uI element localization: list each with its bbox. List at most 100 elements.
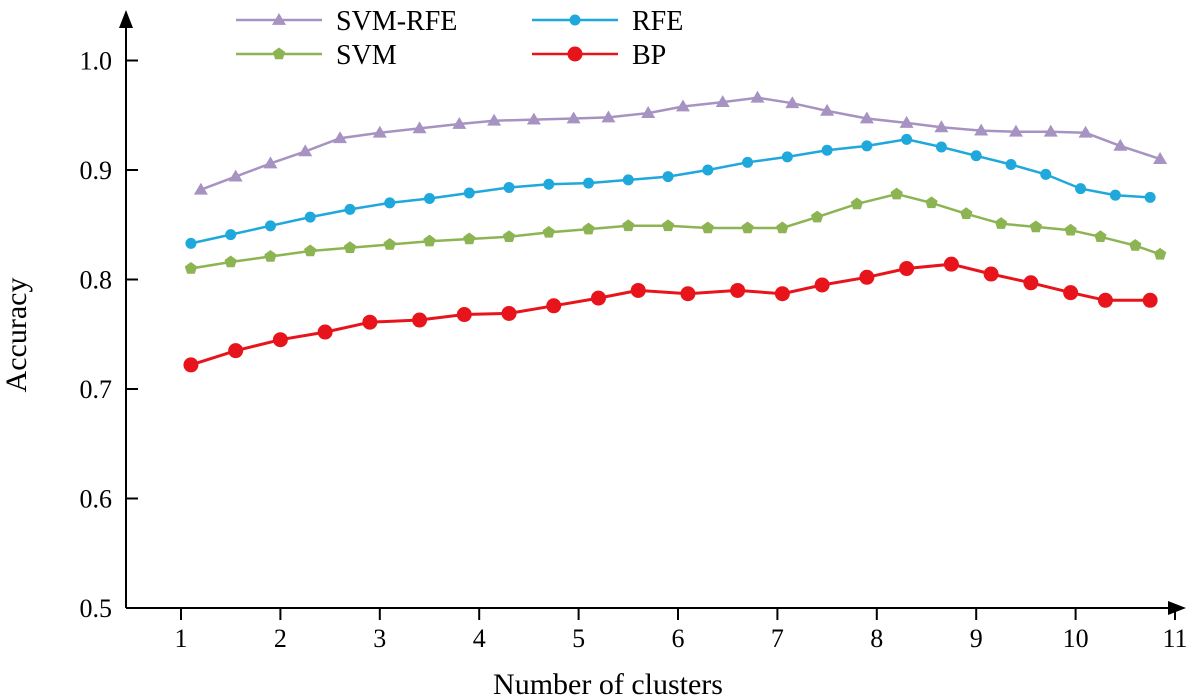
point-svm-rfe: [750, 90, 765, 103]
legend-label: RFE: [632, 6, 683, 37]
series-line-svm-rfe: [200, 96, 1161, 191]
point-rfe: [225, 229, 237, 241]
x-tick-label: 9: [970, 624, 983, 653]
point-rfe: [662, 171, 674, 183]
point-rfe: [935, 141, 947, 153]
point-rfe: [344, 203, 356, 215]
point-svm: [502, 230, 516, 243]
legend-marker: [569, 14, 581, 26]
point-rfe: [264, 220, 276, 232]
point-rfe: [503, 182, 515, 194]
point-svm-rfe: [1113, 138, 1128, 151]
point-bp: [983, 266, 999, 282]
point-svm-rfe: [487, 113, 502, 126]
series-svm-rfe: [193, 90, 1168, 195]
point-svm-rfe: [263, 156, 278, 169]
point-svm: [1094, 230, 1107, 243]
legend-marker: [272, 13, 286, 25]
point-svm-rfe: [1153, 152, 1168, 164]
legend-item-svm-rfe: SVM-RFE: [236, 6, 457, 37]
point-bp: [183, 357, 199, 373]
series-line-bp: [190, 262, 1151, 367]
point-rfe: [781, 151, 793, 163]
point-svm-rfe: [934, 120, 949, 133]
series-bp: [183, 256, 1158, 373]
point-bp: [456, 307, 472, 323]
series-line-svm: [190, 192, 1161, 270]
x-tick-label: 1: [175, 624, 188, 653]
point-bp: [362, 314, 378, 330]
point-bp: [1142, 292, 1158, 308]
point-svm-rfe: [675, 99, 690, 112]
x-tick-label: 5: [572, 624, 585, 653]
point-rfe: [384, 197, 396, 209]
point-svm-rfe: [412, 121, 427, 134]
series-layer: [183, 90, 1168, 373]
point-bp: [546, 298, 562, 314]
point-bp: [412, 312, 428, 328]
y-axis-title: Accuracy: [0, 278, 33, 393]
point-rfe: [543, 178, 555, 190]
point-svm: [1153, 247, 1167, 260]
legend-marker: [272, 47, 286, 60]
point-bp: [1023, 275, 1039, 291]
point-svm-rfe: [1078, 125, 1093, 138]
x-axis-arrow: [1168, 601, 1186, 615]
point-svm: [661, 219, 675, 232]
point-svm-rfe: [820, 103, 835, 116]
point-svm: [810, 210, 824, 223]
point-svm: [994, 217, 1008, 229]
point-svm: [343, 241, 357, 253]
y-ticks: 0.5 0.6 0.7 0.8 0.9 1.0: [80, 47, 138, 623]
y-tick-label: 0.5: [80, 594, 113, 623]
x-axis-title: Number of clusters: [493, 668, 723, 699]
point-svm: [1064, 223, 1077, 236]
point-svm: [423, 234, 436, 247]
x-tick-label: 4: [473, 624, 486, 653]
series-line-rfe: [190, 138, 1151, 245]
point-bp: [814, 277, 830, 293]
x-tick-label: 7: [771, 624, 784, 653]
point-bp: [774, 286, 790, 302]
legend-label: BP: [632, 40, 666, 71]
point-svm: [960, 207, 973, 220]
y-tick-label: 0.9: [80, 156, 113, 185]
point-svm-rfe: [452, 117, 467, 129]
legend-label: SVM-RFE: [336, 6, 457, 37]
point-bp: [630, 282, 646, 298]
x-tick-label: 2: [274, 624, 287, 653]
point-svm-rfe: [298, 144, 313, 157]
point-svm: [701, 221, 714, 234]
point-bp: [1097, 292, 1113, 308]
point-bp: [317, 324, 333, 340]
point-bp: [590, 290, 606, 306]
point-svm-rfe: [228, 169, 243, 182]
point-svm: [542, 225, 555, 238]
point-svm: [850, 197, 864, 210]
series-svm: [184, 187, 1167, 274]
point-svm-rfe: [333, 131, 348, 144]
point-svm: [741, 221, 754, 234]
point-bp: [680, 286, 696, 302]
point-svm-rfe: [641, 106, 656, 118]
point-rfe: [1075, 183, 1087, 195]
point-svm: [184, 262, 198, 274]
point-svm-rfe: [974, 123, 989, 136]
x-ticks: 1 2 3 4 5 6 7 8 9 10 11: [175, 608, 1188, 653]
y-tick-label: 0.8: [80, 266, 113, 295]
point-svm: [925, 196, 938, 209]
point-svm-rfe: [372, 125, 387, 138]
point-svm-rfe: [601, 110, 616, 123]
point-svm-rfe: [1043, 124, 1058, 137]
point-rfe: [742, 156, 754, 168]
point-bp: [228, 343, 244, 359]
legend-item-svm: SVM: [236, 40, 397, 71]
point-bp: [899, 261, 915, 277]
point-svm-rfe: [899, 115, 914, 128]
y-tick-label: 1.0: [80, 47, 113, 76]
point-svm: [890, 187, 903, 200]
point-bp: [1063, 285, 1079, 301]
point-bp: [859, 269, 875, 285]
